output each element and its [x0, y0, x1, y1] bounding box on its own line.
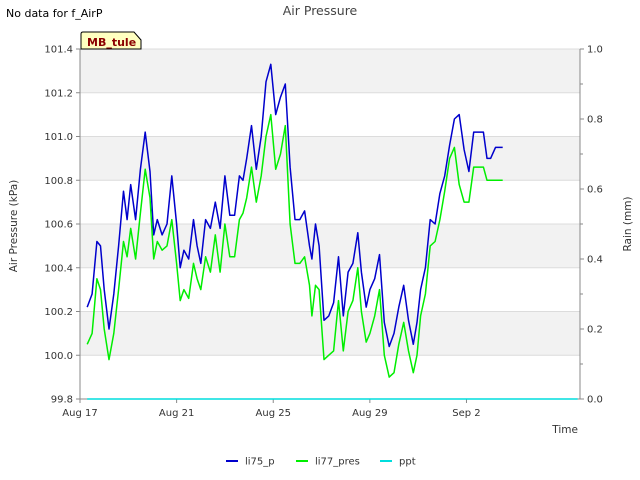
x-tick-label: Aug 21 — [159, 408, 194, 419]
chart-title: Air Pressure — [283, 3, 358, 18]
grid-band — [80, 49, 580, 93]
x-axis-label: Time — [551, 424, 578, 436]
x-ticks: Aug 17 Aug 21 Aug 25 Aug 29 Sep 2 — [62, 399, 481, 419]
y2-tick-label: 0.4 — [587, 255, 603, 266]
grid-bands — [80, 49, 580, 356]
x-tick-label: Aug 25 — [256, 408, 291, 419]
y2-axis-label: Rain (mm) — [622, 196, 634, 251]
grid-band — [80, 136, 580, 181]
y2-tick-label: 0.8 — [587, 115, 603, 126]
legend: li75_p li77_pres ppt — [226, 457, 416, 468]
x-tick-label: Sep 2 — [452, 408, 480, 419]
grid-band — [80, 311, 580, 356]
y-tick-label: 101.4 — [44, 45, 73, 56]
y2-tick-label: 0.0 — [587, 395, 603, 406]
y-axis-label: Air Pressure (kPa) — [8, 180, 20, 273]
station-label-box — [80, 31, 142, 50]
station-label-text: MB_tule — [87, 36, 136, 49]
legend-label-li77_pres: li77_pres — [315, 457, 360, 468]
station-label: MB_tule — [80, 31, 142, 50]
y2-tick-label: 0.2 — [587, 325, 603, 336]
y-tick-label: 100.0 — [44, 351, 73, 362]
y-tick-label: 100.8 — [44, 176, 73, 187]
x-tick-label: Aug 17 — [62, 408, 97, 419]
y-tick-label: 100.2 — [44, 307, 73, 318]
y-tick-label: 101.0 — [44, 132, 73, 143]
y2-tick-label: 0.6 — [587, 185, 603, 196]
series-line-li75_p — [86, 63, 503, 348]
y-tick-label: 100.4 — [44, 263, 73, 274]
series-line-li77_pres — [86, 113, 503, 378]
x-tick-label: Aug 29 — [352, 408, 387, 419]
no-data-note: No data for f_AirP — [6, 7, 103, 20]
y-tick-label: 99.8 — [51, 395, 73, 406]
series-lines — [86, 63, 578, 400]
legend-label-ppt: ppt — [399, 457, 416, 468]
legend-label-li75_p: li75_p — [245, 457, 275, 468]
y-tick-label: 101.2 — [44, 88, 73, 99]
y-ticks: 99.8 100.0 100.2 100.4 100.6 100.8 101.0 101.2 1… — [44, 45, 80, 406]
y2-tick-label: 1.0 — [587, 45, 603, 56]
y-tick-label: 100.6 — [44, 220, 73, 231]
y2-ticks: 0.0 0.2 0.4 0.6 0.8 1.0 — [580, 45, 603, 406]
